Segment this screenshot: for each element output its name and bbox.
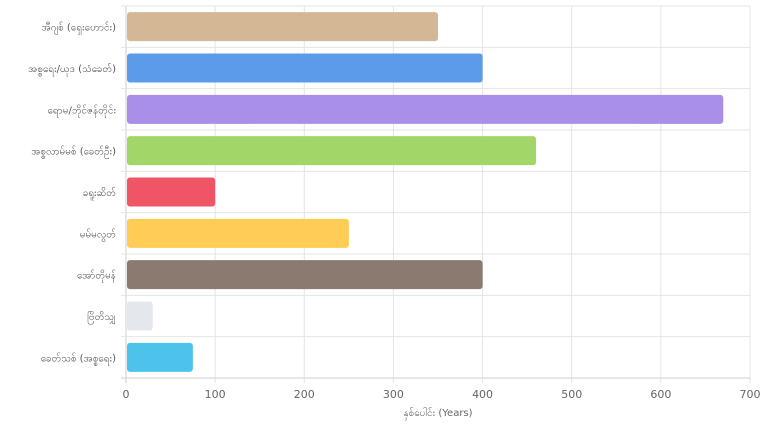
- category-label: အော်တိုမန်: [77, 269, 116, 284]
- x-tick-label: 400: [472, 388, 493, 401]
- x-tick-label: 700: [740, 388, 761, 401]
- category-label: အစ္စလာမ်မစ် (ခေတ်ဦး): [31, 145, 116, 160]
- bar: [127, 53, 483, 83]
- x-tick-labels: 0 100 200 300 400 500 600 700: [123, 388, 761, 401]
- bar: [127, 177, 216, 207]
- category-label: အီဂျစ် (ရှေးဟောင်း): [42, 21, 116, 36]
- x-tick-label: 500: [561, 388, 582, 401]
- category-label: အစ္စရေး/ယုဒ (သံခေတ်): [28, 62, 116, 77]
- bar: [127, 301, 153, 331]
- x-tick-label: 0: [123, 388, 130, 401]
- bar: [127, 342, 193, 372]
- category-labels: အီဂျစ် (ရှေးဟောင်း) အစ္စရေး/ယုဒ (သံခေတ်) ရ…: [28, 21, 116, 367]
- category-label: ရောမ/ဘိုင်ဇန်တိုင်း: [48, 103, 117, 118]
- category-label: ခေတ်သစ် (အစ္စရေး): [41, 351, 116, 366]
- x-tick-label: 200: [294, 388, 315, 401]
- x-axis-title: နှစ်ပေါင်း (Years): [403, 406, 472, 421]
- bar: [127, 12, 438, 42]
- category-label: မမ်မလွတ်: [80, 227, 116, 242]
- bar: [127, 218, 349, 248]
- bar: [127, 260, 483, 290]
- x-tick-label: 100: [205, 388, 226, 401]
- bars: [127, 12, 724, 372]
- category-label: ခရူးဆိတ်: [83, 186, 116, 201]
- bar: [127, 136, 537, 166]
- x-tick-label: 300: [383, 388, 404, 401]
- category-label: ဗြိတိသျှ: [87, 309, 116, 325]
- bar: [127, 94, 724, 124]
- grid: [121, 5, 751, 383]
- x-tick-label: 600: [650, 388, 671, 401]
